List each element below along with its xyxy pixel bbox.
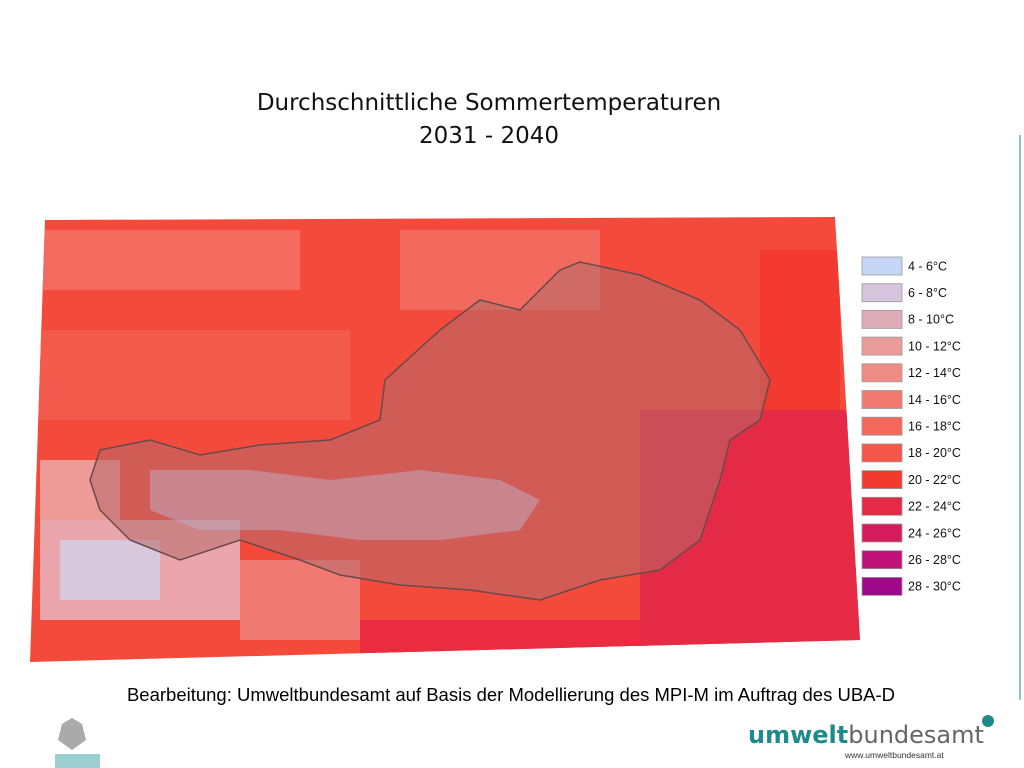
legend-label: 20 - 22°C [908, 473, 961, 487]
legend-swatch [861, 283, 903, 303]
legend-swatch [861, 577, 903, 596]
footer-bar [55, 754, 100, 768]
raster-patch [60, 540, 160, 600]
legend-swatch [861, 256, 903, 276]
legend-label: 18 - 20°C [908, 446, 961, 460]
legend-swatch [861, 390, 903, 409]
logo-url: www.umweltbundesamt.at [844, 750, 944, 760]
legend-swatch [861, 416, 903, 436]
logo-mark [982, 715, 994, 727]
legend-label: 24 - 26°C [908, 526, 961, 540]
legend-swatch [861, 443, 903, 463]
raster-patch [40, 230, 300, 290]
caption: Bearbeitung: Umweltbundesamt auf Basis d… [127, 684, 895, 705]
legend-label: 16 - 18°C [908, 419, 961, 433]
legend-label: 14 - 16°C [908, 393, 961, 407]
raster-patch [760, 250, 840, 410]
legend-label: 22 - 24°C [908, 500, 961, 514]
legend-swatch [861, 363, 903, 383]
raster-patch [30, 330, 350, 420]
emblem [58, 718, 86, 750]
legend-swatch [861, 550, 903, 570]
legend-swatch [861, 336, 903, 356]
legend-label: 10 - 12°C [908, 339, 961, 353]
raster-patch [360, 620, 640, 662]
map-title: Durchschnittliche Sommertemperaturen [257, 90, 721, 116]
logo-regular: bundesamt [848, 721, 984, 749]
logo-bold: umwelt [748, 721, 848, 749]
map [30, 217, 860, 662]
legend-label: 4 - 6°C [908, 259, 947, 273]
legend-label: 6 - 8°C [908, 286, 947, 300]
legend-swatch [861, 470, 903, 490]
alps-region [150, 470, 540, 540]
map-subtitle: 2031 - 2040 [419, 123, 559, 149]
legend-label: 28 - 30°C [908, 580, 961, 594]
legend-label: 12 - 14°C [908, 366, 961, 380]
legend-swatch [861, 309, 903, 329]
logo: umweltbundesamt [748, 721, 984, 749]
legend-label: 8 - 10°C [908, 313, 954, 327]
legend: 4 - 6°C 6 - 8°C 8 - 10°C 10 - 12°C 12 - 14°C… [861, 256, 961, 596]
legend-swatch [861, 523, 903, 543]
legend-swatch [861, 496, 903, 516]
legend-label: 26 - 28°C [908, 553, 961, 567]
